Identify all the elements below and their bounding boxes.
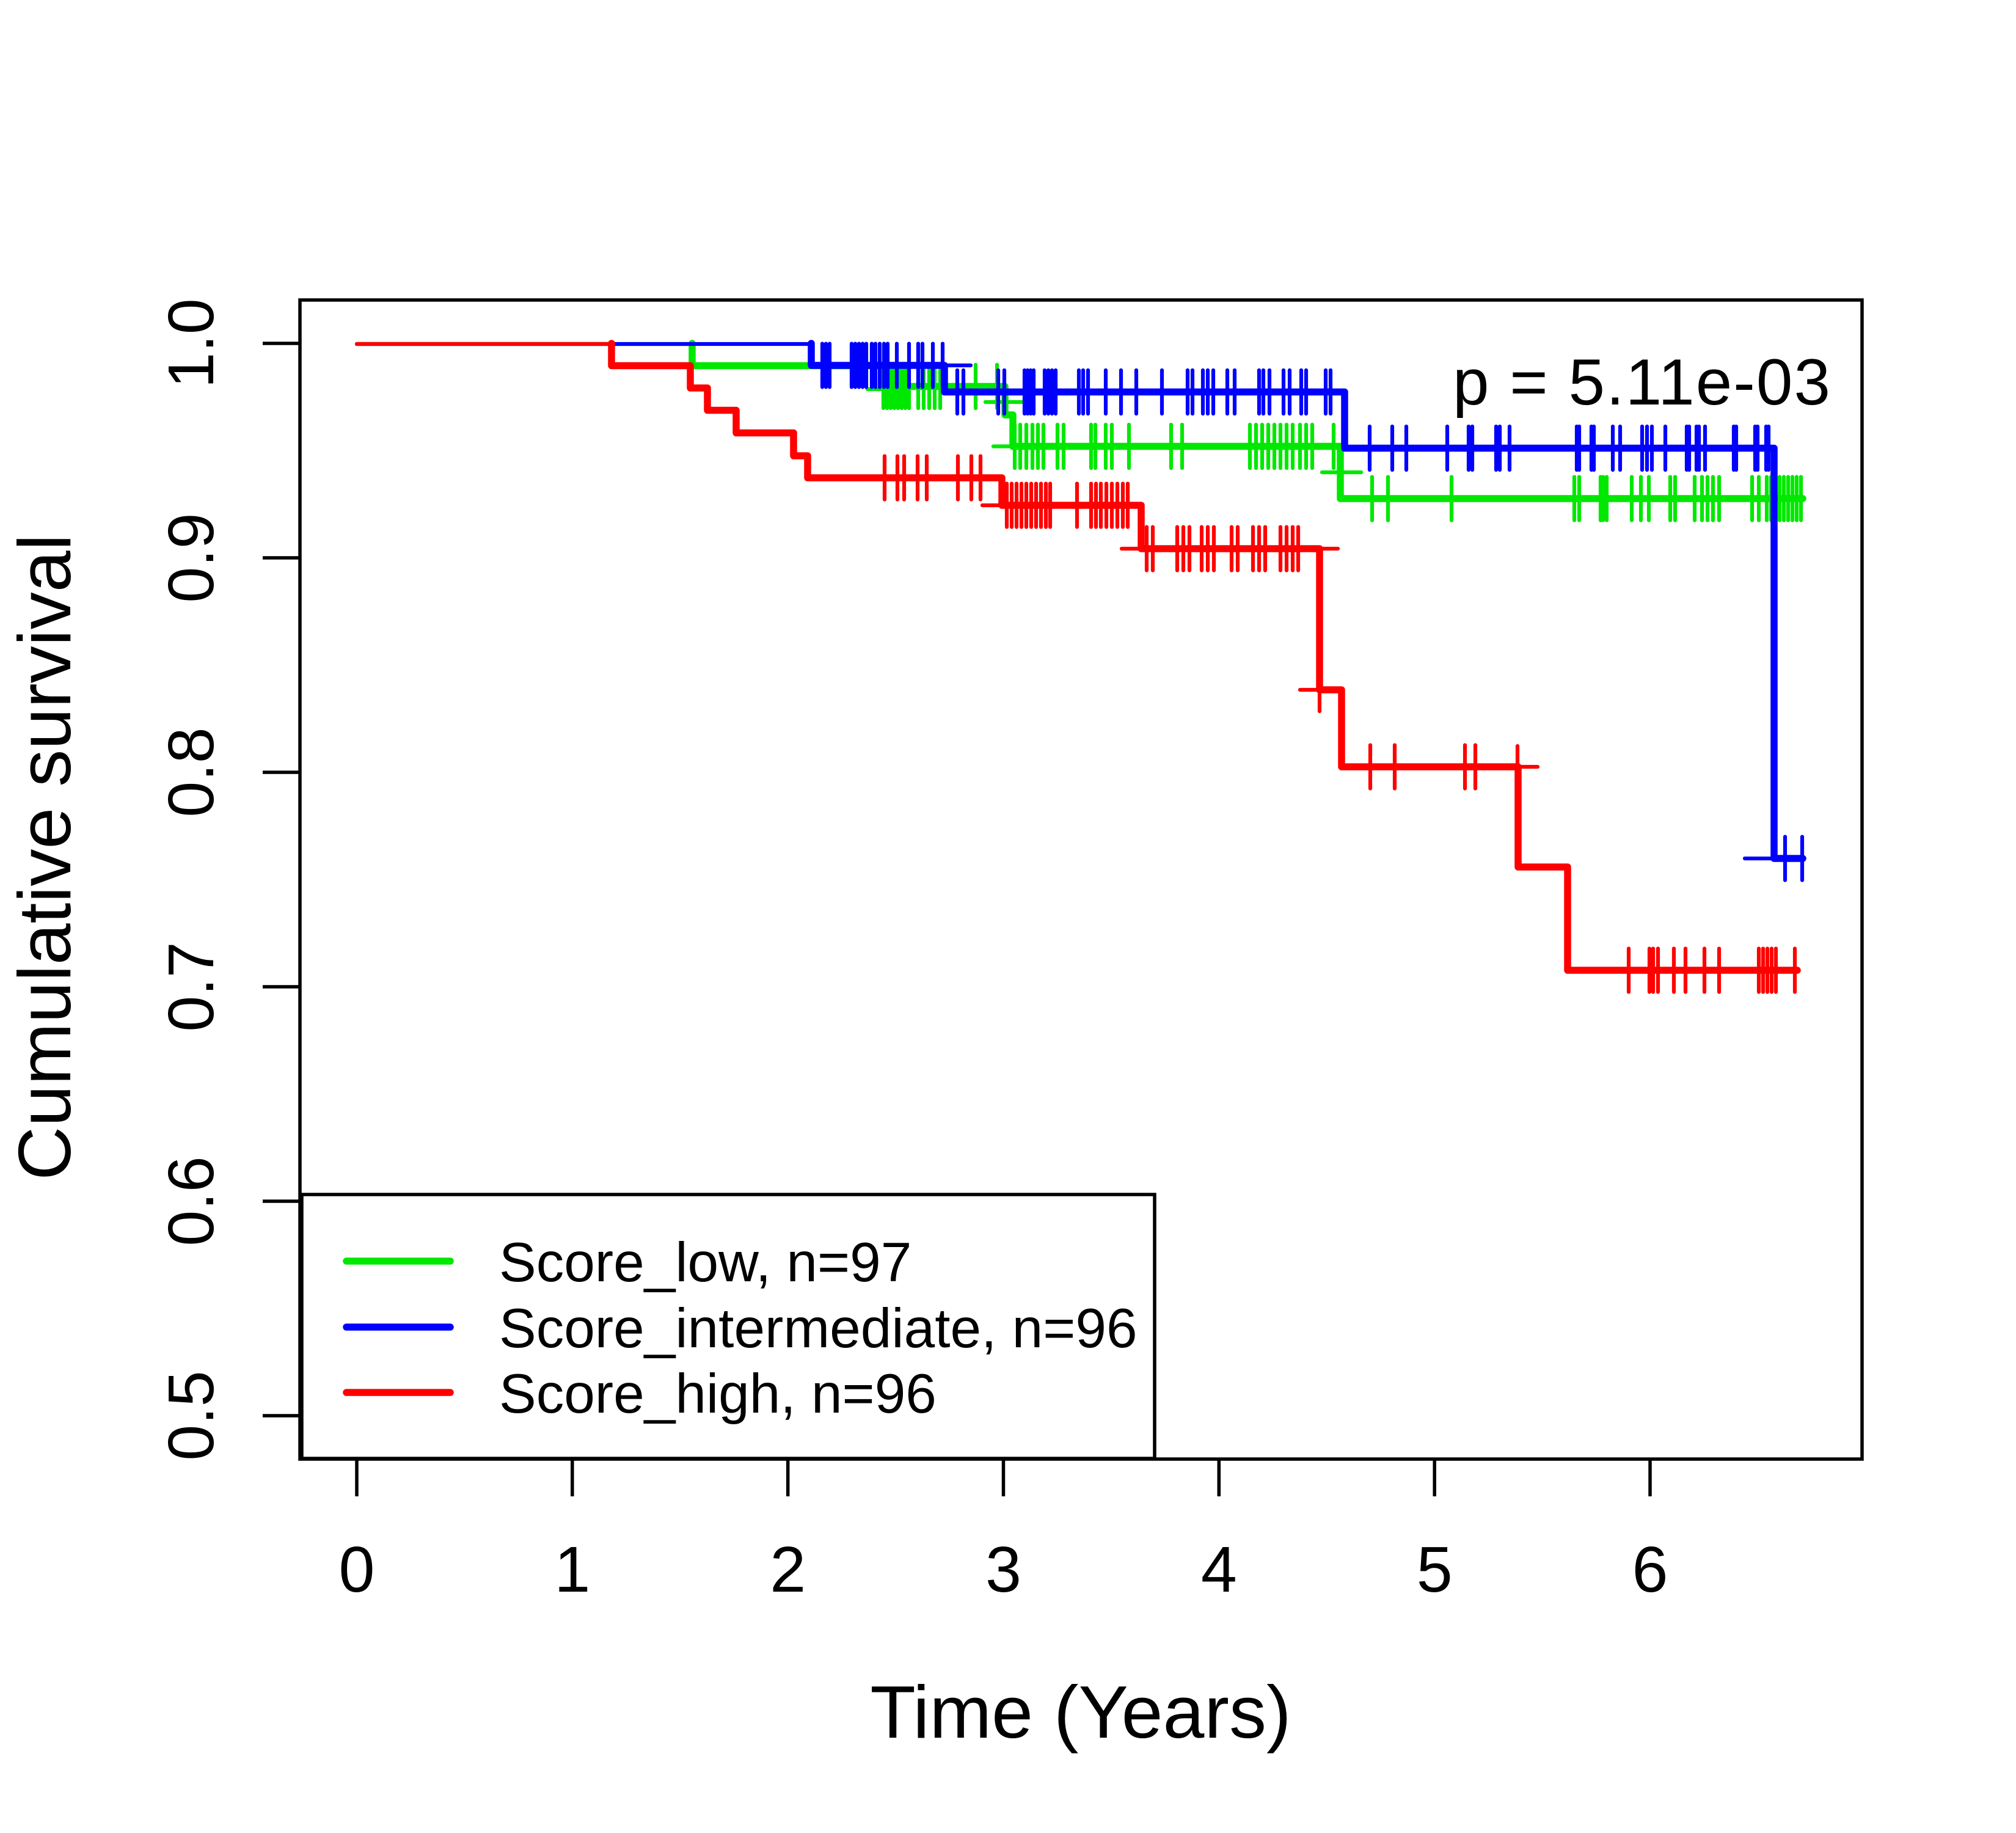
svg-text:p = 5.11e-03: p = 5.11e-03 [1453,345,1832,419]
svg-text:0.7: 0.7 [155,942,227,1031]
svg-text:1: 1 [554,1534,590,1606]
svg-text:4: 4 [1201,1534,1237,1606]
svg-text:Cumulative survival: Cumulative survival [3,534,86,1180]
svg-text:Score_intermediate, n=96: Score_intermediate, n=96 [499,1298,1138,1359]
svg-text:3: 3 [985,1534,1021,1606]
svg-text:1.0: 1.0 [155,298,227,388]
svg-text:Score_high, n=96: Score_high, n=96 [499,1363,937,1425]
svg-text:Time (Years): Time (Years) [870,1670,1291,1754]
svg-text:0.5: 0.5 [155,1370,227,1460]
svg-text:0.6: 0.6 [155,1156,227,1246]
svg-text:2: 2 [770,1534,806,1606]
svg-text:6: 6 [1632,1534,1668,1606]
svg-text:0.9: 0.9 [155,513,227,602]
svg-text:5: 5 [1417,1534,1453,1606]
svg-text:Score_low, n=97: Score_low, n=97 [499,1232,911,1293]
svg-text:0.8: 0.8 [155,727,227,817]
svg-text:0: 0 [339,1534,375,1606]
